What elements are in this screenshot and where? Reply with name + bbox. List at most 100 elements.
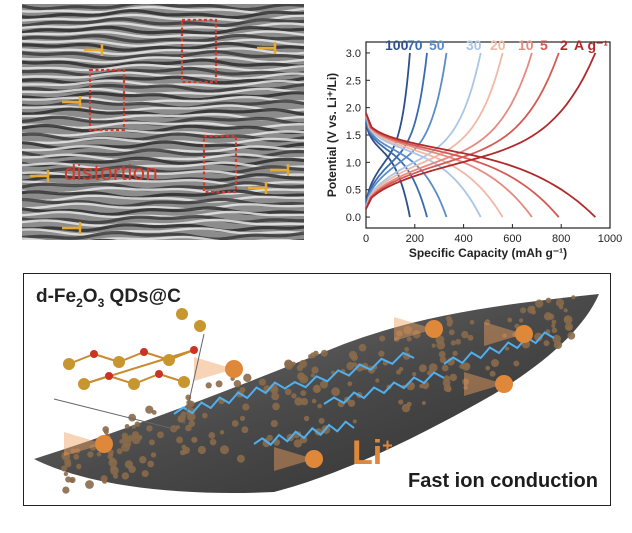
atom: [194, 320, 206, 332]
quantum-dot: [358, 343, 367, 352]
fringe-light: [22, 161, 304, 170]
fringe-light: [22, 235, 304, 240]
quantum-dot: [403, 325, 412, 335]
li-ion-trail: [194, 357, 234, 381]
quantum-dot: [188, 400, 195, 408]
inset-pointer: [183, 333, 205, 425]
series-2-charge: [365, 52, 597, 210]
quantum-dot: [113, 473, 119, 479]
fringe-dark: [22, 214, 304, 225]
fringe-light: [22, 210, 304, 219]
quantum-dot: [243, 373, 252, 382]
legend-50: 50: [429, 37, 445, 53]
atom: [128, 378, 140, 390]
fringe-light: [22, 218, 304, 227]
atom: [90, 350, 98, 358]
atom: [176, 308, 188, 320]
quantum-dot: [461, 330, 469, 339]
distortion-box: [88, 68, 126, 132]
x-axis-label: Specific Capacity (mAh g⁻¹): [409, 246, 567, 260]
quantum-dot: [491, 359, 499, 367]
quantum-dot: [69, 478, 74, 483]
quantum-dot: [412, 372, 417, 377]
quantum-dot: [61, 465, 68, 472]
quantum-dot: [441, 364, 449, 372]
y-tick-label: 1.5: [346, 130, 361, 142]
fringe-dark: [22, 33, 304, 43]
series-10-discharge: [365, 112, 533, 218]
quantum-dot: [462, 362, 471, 371]
series-30-discharge: [365, 112, 482, 218]
dislocation-marker: [30, 170, 50, 182]
quantum-dot: [396, 330, 403, 337]
carbon-sheet-illustration: [34, 294, 599, 494]
li-ion-sphere: [495, 375, 513, 393]
dislocation-marker: [257, 42, 277, 54]
x-tick-label: 800: [552, 233, 570, 245]
quantum-dot: [527, 305, 535, 314]
y-tick-label: 2.5: [346, 75, 361, 87]
fringe-dark: [22, 75, 304, 85]
quantum-dot: [396, 369, 402, 375]
quantum-dot: [311, 366, 319, 374]
quantum-dot: [231, 420, 239, 427]
ion-pathway: [443, 331, 555, 365]
fringe-light: [22, 30, 304, 39]
fringe-dark: [22, 123, 304, 135]
atom: [105, 372, 113, 380]
legend-10: 10: [518, 37, 534, 53]
quantum-dot: [445, 315, 452, 322]
fringe-dark: [22, 4, 304, 12]
quantum-dot: [534, 332, 543, 342]
quantum-dot: [406, 401, 412, 407]
quantum-dot: [220, 445, 229, 455]
atom: [178, 376, 190, 388]
quantum-dot: [291, 393, 297, 399]
quantum-dot: [443, 384, 452, 392]
quantum-dot: [502, 333, 507, 338]
quantum-dot: [551, 319, 557, 325]
distortion-label: distortion: [64, 160, 159, 185]
quantum-dot: [175, 425, 180, 430]
quantum-dot: [205, 382, 212, 389]
quantum-dot: [197, 445, 206, 455]
quantum-dot: [375, 378, 380, 383]
quantum-dot: [505, 346, 510, 351]
atom: [190, 346, 198, 354]
atom: [140, 348, 148, 356]
schematic-panel: d-Fe2O3 QDs@C Li+ Fast ion conduction: [23, 273, 611, 506]
fringe-light: [22, 47, 304, 56]
quantum-dot: [558, 304, 564, 310]
quantum-dot: [439, 356, 447, 363]
fringe-light: [22, 202, 304, 211]
quantum-dot: [448, 329, 455, 336]
fringe-light: [22, 227, 304, 236]
legend-5: 5: [540, 37, 548, 53]
quantum-dot: [404, 347, 410, 352]
legend-unit: A g⁻¹: [574, 37, 608, 53]
quantum-dot: [262, 439, 271, 448]
quantum-dot: [233, 380, 242, 388]
fringe-dark: [22, 8, 304, 20]
fringe-light: [22, 56, 304, 64]
quantum-dot: [239, 415, 246, 421]
quantum-dot: [239, 387, 246, 393]
quantum-dot: [296, 364, 304, 371]
quantum-dot: [431, 343, 436, 348]
quantum-dot: [188, 420, 196, 427]
li-ion-sphere: [515, 325, 533, 343]
quantum-dot: [485, 365, 491, 371]
series-20-discharge: [365, 112, 504, 218]
quantum-dot: [317, 403, 323, 409]
quantum-dot: [551, 323, 556, 328]
quantum-dot: [308, 354, 313, 359]
quantum-dot: [314, 385, 321, 393]
quantum-dot: [73, 453, 80, 460]
fringe-light: [22, 194, 304, 203]
quantum-dot: [272, 402, 280, 411]
quantum-dot: [543, 340, 550, 347]
quantum-dot: [150, 452, 157, 458]
quantum-dot: [176, 436, 184, 444]
fringe-dark: [22, 132, 304, 143]
legend-30: 30: [466, 37, 482, 53]
